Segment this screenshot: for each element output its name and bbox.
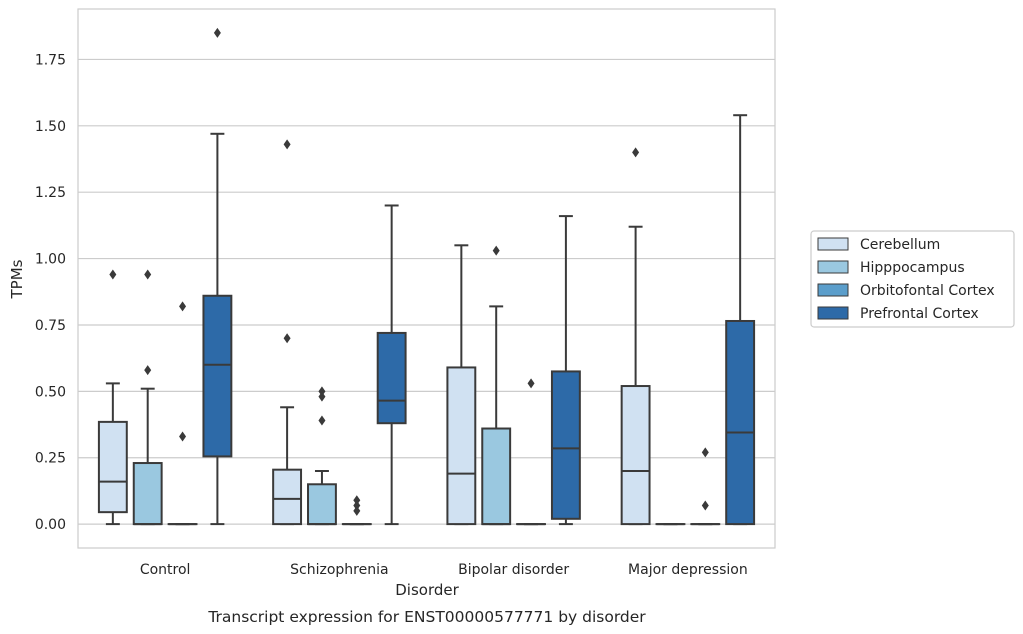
legend-label: Orbitofontal Cortex [860, 283, 995, 299]
legend-swatch [817, 260, 849, 274]
plot-area [97, 27, 756, 526]
y-axis-ticks: 0.00 0.25 0.50 0.75 1.00 1.25 1.50 1.75 [35, 52, 66, 533]
x-axis-ticks: Control Schizophrenia Bipolar disorder Majo… [140, 562, 748, 578]
outlier-point [179, 431, 187, 442]
box-1-1 [307, 386, 337, 526]
legend-frame [810, 230, 1015, 328]
outlier-point [353, 505, 361, 516]
legend-label: Prefrontal Cortex [860, 306, 979, 322]
y-tick-label: 1.00 [35, 252, 66, 268]
box-body [725, 319, 756, 526]
box-2-1 [481, 245, 512, 526]
box-1-2 [341, 495, 372, 526]
outlier-point [701, 500, 709, 511]
legend-swatch [817, 237, 849, 251]
box-body [446, 366, 477, 526]
outlier-point [109, 269, 117, 280]
box-2-2 [516, 378, 546, 526]
outlier-point [283, 333, 291, 344]
outlier-point [144, 269, 152, 280]
box-0-2 [167, 301, 198, 526]
y-tick-label: 0.00 [35, 517, 66, 533]
legend-label: Cerebellum [860, 237, 940, 253]
box-body [272, 468, 303, 526]
outlier-point [213, 27, 221, 38]
y-tick-label: 0.75 [35, 318, 66, 334]
outlier-point [353, 500, 361, 511]
x-tick-label: Major depression [628, 562, 748, 578]
x-tick-label: Bipolar disorder [458, 562, 569, 578]
box-3-2 [690, 447, 721, 526]
box-body [376, 331, 407, 425]
box-body [481, 427, 512, 526]
legend-swatch [817, 283, 849, 297]
box-3-0 [620, 147, 651, 526]
x-tick-label: Control [140, 562, 191, 578]
outlier-point [318, 415, 326, 426]
box-1-3 [376, 204, 407, 526]
box-2-0 [446, 244, 477, 526]
outlier-point [701, 447, 709, 458]
box-2-3 [550, 215, 581, 526]
y-tick-label: 1.75 [35, 52, 66, 68]
outlier-point [527, 378, 535, 389]
legend-label: Hipppocampus [860, 260, 965, 276]
y-tick-label: 1.25 [35, 185, 66, 201]
y-tick-label: 0.25 [35, 451, 66, 467]
outlier-point [283, 139, 291, 150]
box-0-0 [97, 269, 128, 526]
box-body [550, 370, 581, 520]
box-3-3 [725, 114, 756, 526]
outlier-point [353, 495, 361, 506]
box-body [97, 420, 128, 514]
x-axis-label: Disorder [395, 581, 459, 599]
outlier-point [632, 147, 640, 158]
box-body [620, 385, 651, 526]
outlier-point [318, 386, 326, 397]
x-tick-label: Schizophrenia [290, 562, 388, 578]
box-0-3 [202, 27, 233, 526]
box-1-0 [272, 139, 303, 526]
box-body [132, 462, 163, 526]
plot-frame [77, 8, 776, 549]
outlier-point [492, 245, 500, 256]
y-tick-label: 0.50 [35, 384, 66, 400]
outlier-point [318, 391, 326, 402]
y-axis-label: TPMs [8, 259, 26, 299]
outlier-point [179, 301, 187, 312]
figure-caption: Transcript expression for ENST0000057777… [207, 608, 646, 626]
box-body [307, 483, 337, 526]
box-body [202, 294, 233, 458]
legend-swatch [817, 306, 849, 320]
outlier-point [144, 365, 152, 376]
grid-lines [78, 58, 775, 525]
legend: Cerebellum Hipppocampus Orbitofontal Corte… [810, 230, 1015, 328]
y-tick-label: 1.50 [35, 119, 66, 135]
box-0-1 [132, 269, 163, 526]
